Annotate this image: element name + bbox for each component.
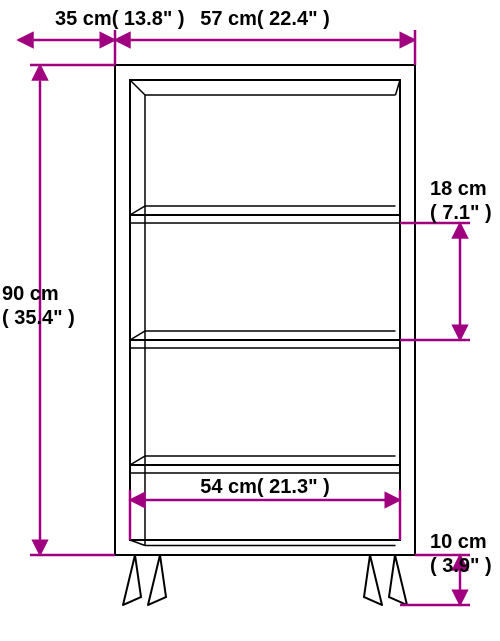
dim-label-width: 57 cm( 22.4" ): [200, 8, 330, 30]
dimension-labels: 35 cm( 13.8" ) 57 cm( 22.4" ) 90 cm( 35.4"…: [2, 8, 492, 577]
shelf-unit: [115, 65, 415, 605]
dimension-lines: [18, 30, 470, 605]
dim-label-height: 90 cm( 35.4" ): [2, 283, 75, 329]
dim-label-depth: 35 cm( 13.8" ): [55, 8, 185, 30]
dim-label-inner_w: 54 cm( 21.3" ): [200, 476, 330, 498]
dim-label-gap: 18 cm( 7.1" ): [430, 178, 492, 224]
dimension-drawing: 35 cm( 13.8" ) 57 cm( 22.4" ) 90 cm( 35.4"…: [0, 0, 500, 641]
